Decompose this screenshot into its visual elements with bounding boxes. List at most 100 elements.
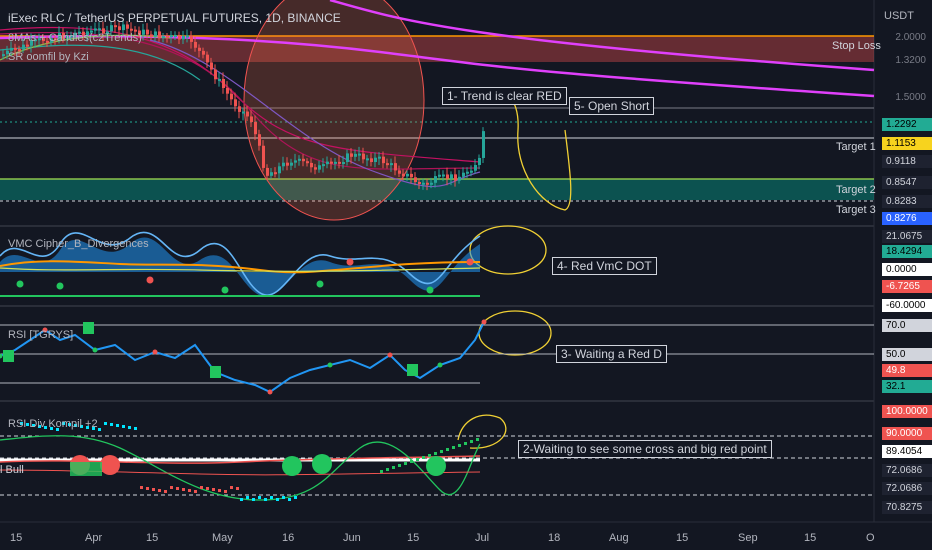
candle-body [58,33,61,40]
rsidiv-cross [276,498,279,501]
annotation-open-short[interactable]: 5- Open Short [569,97,655,115]
rsidiv-cross [416,458,419,461]
rsidiv-cross [194,490,197,493]
rsi-title[interactable]: RSI [TGRYS] [8,329,74,341]
candle-body [406,173,409,177]
candle-body [202,50,205,55]
rsi-d-marker [3,350,14,362]
annotation-waiting-red-d[interactable]: 3- Waiting a Red D [556,345,667,363]
candle-body [170,35,173,38]
rsidiv-cross [26,423,29,426]
candle-body [434,176,437,183]
time-tick: O [866,532,875,544]
rsidiv-cross [206,487,209,490]
vmc-tag: -60.0000 [882,299,932,312]
time-tick: May [212,532,233,544]
candle-body [290,162,293,166]
rsidiv-markers [20,422,479,501]
candle-body [238,106,241,112]
rsidiv-cross [116,424,119,427]
vmc-title[interactable]: VMC Cipher_B_Divergences [8,238,149,250]
candle-body [338,161,341,164]
candle-body [242,111,245,114]
candle-body [466,171,469,174]
rsidiv-cross [164,490,167,493]
candle-body [450,174,453,179]
candle-body [410,173,413,178]
vmc-dot [316,280,324,288]
annotation-trend-red[interactable]: 1- Trend is clear RED [442,87,567,105]
time-tick: Sep [738,532,758,544]
target-3-label: Target 3 [836,204,876,216]
rsidiv-red-line [0,469,481,476]
rsidiv-cross [294,496,297,499]
candle-body [286,162,289,166]
candle-body [250,116,253,123]
rsidiv-cross [440,450,443,453]
vmc-dot [466,258,474,266]
candle-body [90,30,93,33]
time-tick: Apr [85,532,103,544]
candle-body [298,158,301,161]
candle-body [414,177,417,183]
rsi-d-marker [83,322,94,334]
candle-body [382,156,385,164]
annotation-red-vmc-dot[interactable]: 4- Red VmC DOT [552,257,657,275]
candle-body [118,26,121,31]
rsidiv-cross [20,422,23,425]
candle-body [162,36,165,39]
candle-body [62,33,65,39]
vmc-dot [221,286,229,294]
rsidiv-cross [452,446,455,449]
candle-body [6,50,9,55]
candle-body [314,167,317,170]
price-tag: 0.8276 [882,212,932,225]
vmc-wave-area [0,237,480,297]
rsidiv-cross [98,428,101,431]
indicator-sr-label[interactable]: SR oomfil by Kzi [8,51,89,63]
rsidiv-big-dot [426,456,446,476]
rsidiv-cross [80,425,83,428]
rsi-dot [152,349,158,355]
time-tick: Jul [475,532,490,544]
rsidiv-cross [252,498,255,501]
price-tag: 0.8283 [882,195,932,208]
rsidiv-cross [434,452,437,455]
rsidiv-tag: 72.0686 [882,464,932,477]
candle-body [350,153,353,157]
vmc-tag: 18.4294 [882,245,932,258]
rsidiv-cross [392,466,395,469]
rsidiv-tag: 100.0000 [882,405,932,418]
candle-body [358,153,361,156]
candle-body [346,153,349,163]
candle-body [166,36,169,39]
candle-body [98,28,101,31]
candle-body [354,153,357,157]
candle-body [310,162,313,168]
target-zone [0,179,874,200]
annotation-waiting-cross[interactable]: 2-Waiting to see some cross and big red … [518,440,772,458]
time-tick: 15 [676,532,689,544]
candle-body [142,29,145,35]
price-tick: 1.5000 [895,92,926,103]
indicator-ma-label[interactable]: 8MAs + Candles(c2Trends) [8,32,142,44]
rsidiv-bull-label: l Bull [0,464,24,476]
rsi-dot [437,362,443,368]
rsidiv-cross [230,486,233,489]
candle-body [94,28,97,31]
rsidiv-cross [224,490,227,493]
rsidiv-cross [258,496,261,499]
candle-body [274,172,277,175]
candle-body [270,172,273,176]
rsidiv-cross [140,486,143,489]
symbol-title[interactable]: iExec RLC / TetherUS PERPETUAL FUTURES, … [8,11,341,25]
candle-body [154,31,157,37]
candle-body [138,30,141,35]
candle-body [218,78,221,81]
vmc-dot [146,276,154,284]
rsidiv-title[interactable]: RSI Div Kompil +2 [8,418,98,430]
candle-body [374,157,377,163]
vmc-money-flow [0,260,481,274]
vmc-dot [346,258,354,266]
